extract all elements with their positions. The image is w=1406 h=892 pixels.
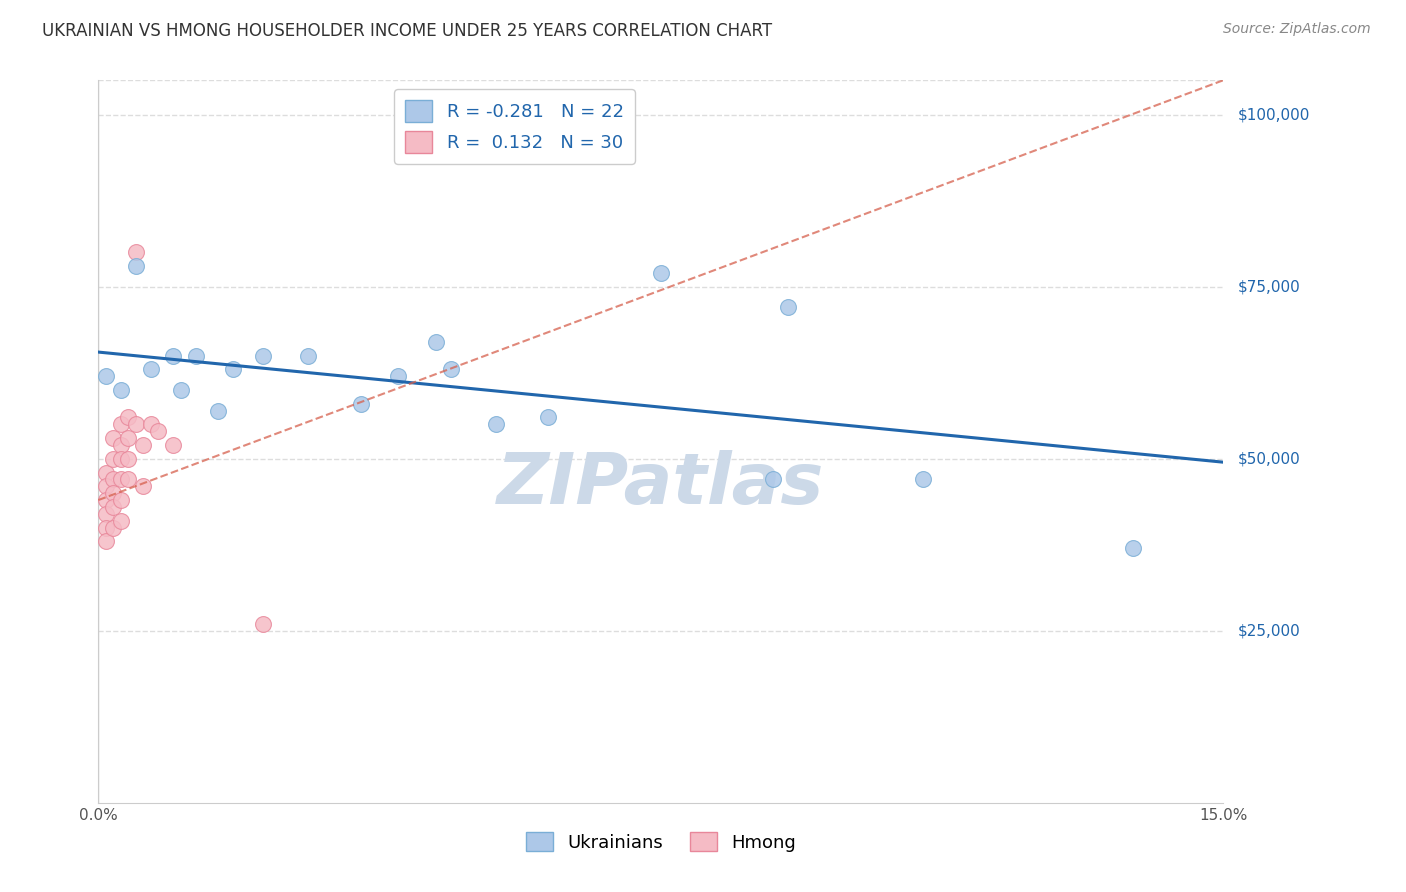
- Point: [912, 472, 935, 486]
- Point: [94, 520, 117, 534]
- Point: [125, 259, 148, 273]
- Point: [103, 431, 125, 445]
- Point: [103, 486, 125, 500]
- Point: [207, 403, 229, 417]
- Text: Source: ZipAtlas.com: Source: ZipAtlas.com: [1223, 22, 1371, 37]
- Point: [94, 493, 117, 508]
- Point: [110, 514, 132, 528]
- Point: [139, 417, 162, 432]
- Point: [125, 245, 148, 260]
- Point: [184, 349, 207, 363]
- Point: [110, 472, 132, 486]
- Point: [485, 417, 508, 432]
- Point: [252, 616, 274, 631]
- Text: $75,000: $75,000: [1239, 279, 1301, 294]
- Point: [778, 301, 800, 315]
- Point: [94, 479, 117, 493]
- Point: [103, 451, 125, 466]
- Point: [148, 424, 170, 438]
- Point: [117, 410, 139, 425]
- Point: [650, 266, 672, 280]
- Point: [110, 438, 132, 452]
- Text: $100,000: $100,000: [1239, 107, 1310, 122]
- Point: [297, 349, 319, 363]
- Point: [117, 451, 139, 466]
- Text: $50,000: $50,000: [1239, 451, 1301, 467]
- Point: [537, 410, 560, 425]
- Point: [162, 349, 184, 363]
- Legend: Ukrainians, Hmong: Ukrainians, Hmong: [519, 825, 803, 859]
- Point: [94, 507, 117, 521]
- Point: [425, 334, 447, 349]
- Point: [762, 472, 785, 486]
- Point: [1122, 541, 1144, 556]
- Point: [387, 369, 409, 384]
- Point: [110, 451, 132, 466]
- Point: [222, 362, 245, 376]
- Point: [110, 383, 132, 397]
- Point: [103, 472, 125, 486]
- Point: [132, 438, 155, 452]
- Point: [139, 362, 162, 376]
- Point: [162, 438, 184, 452]
- Point: [440, 362, 463, 376]
- Point: [110, 417, 132, 432]
- Point: [125, 417, 148, 432]
- Point: [132, 479, 155, 493]
- Point: [117, 431, 139, 445]
- Point: [252, 349, 274, 363]
- Point: [110, 493, 132, 508]
- Text: UKRAINIAN VS HMONG HOUSEHOLDER INCOME UNDER 25 YEARS CORRELATION CHART: UKRAINIAN VS HMONG HOUSEHOLDER INCOME UN…: [42, 22, 772, 40]
- Point: [103, 520, 125, 534]
- Point: [94, 534, 117, 549]
- Text: ZIPatlas: ZIPatlas: [498, 450, 824, 519]
- Point: [94, 369, 117, 384]
- Point: [94, 466, 117, 480]
- Point: [350, 397, 373, 411]
- Point: [170, 383, 193, 397]
- Point: [117, 472, 139, 486]
- Text: $25,000: $25,000: [1239, 624, 1301, 639]
- Point: [103, 500, 125, 514]
